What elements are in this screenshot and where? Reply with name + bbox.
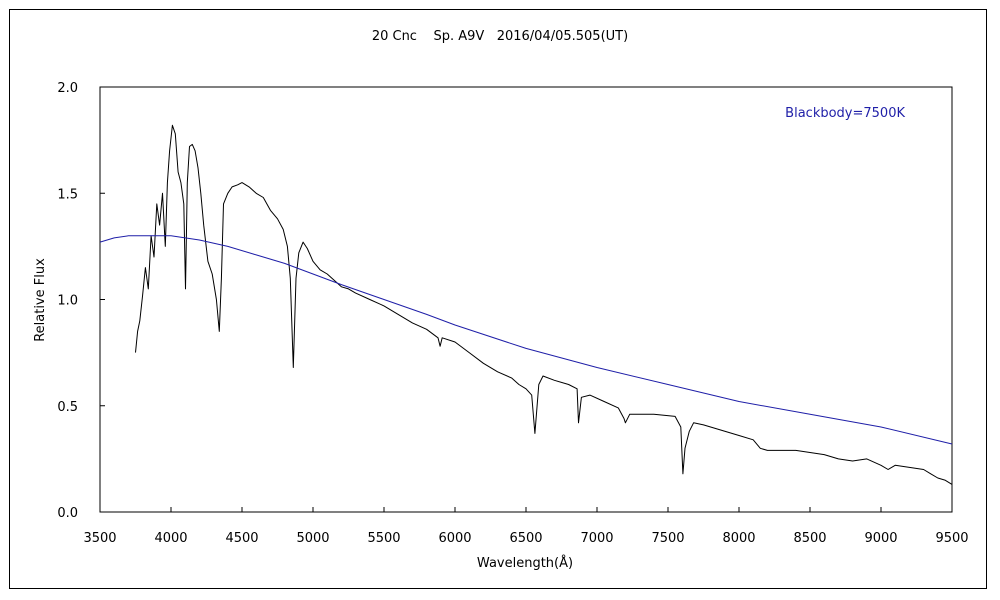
chart-frame — [9, 9, 987, 589]
spectrum-line — [135, 124, 953, 485]
x-tick-label: 9500 — [935, 531, 968, 546]
y-axis-label: Relative Flux — [33, 258, 48, 342]
x-tick-label: 4500 — [225, 531, 258, 546]
legend-blackbody: Blackbody=7500K — [785, 106, 905, 121]
y-tick-label: 1.5 — [57, 187, 78, 202]
x-tick-label: 4000 — [154, 531, 187, 546]
y-tick-label: 1.0 — [57, 294, 78, 309]
x-tick-label: 3500 — [83, 531, 116, 546]
x-tick-label: 9000 — [864, 531, 897, 546]
x-axis-label: Wavelength(Å) — [477, 555, 573, 571]
x-tick-label: 5000 — [296, 531, 329, 546]
y-tick-label: 2.0 — [57, 81, 78, 96]
chart-title: 20 Cnc Sp. A9V 2016/04/05.505(UT) — [372, 29, 628, 44]
y-tick-label: 0.5 — [57, 400, 78, 415]
blackbody-line — [99, 235, 953, 445]
axis-ticks: 3500 4000 4500 5000 5500 6000 6500 7000 7500 8000… — [57, 81, 968, 546]
y-tick-label: 0.0 — [57, 506, 78, 521]
x-tick-label: 8000 — [722, 531, 755, 546]
x-tick-label: 6000 — [438, 531, 471, 546]
series-layer — [99, 124, 953, 485]
x-tick-label: 6500 — [509, 531, 542, 546]
x-tick-label: 7000 — [580, 531, 613, 546]
plot-area — [99, 86, 953, 513]
x-tick-label: 7500 — [651, 531, 684, 546]
plot-border — [99, 86, 953, 513]
x-tick-label: 5500 — [367, 531, 400, 546]
x-tick-label: 8500 — [793, 531, 826, 546]
